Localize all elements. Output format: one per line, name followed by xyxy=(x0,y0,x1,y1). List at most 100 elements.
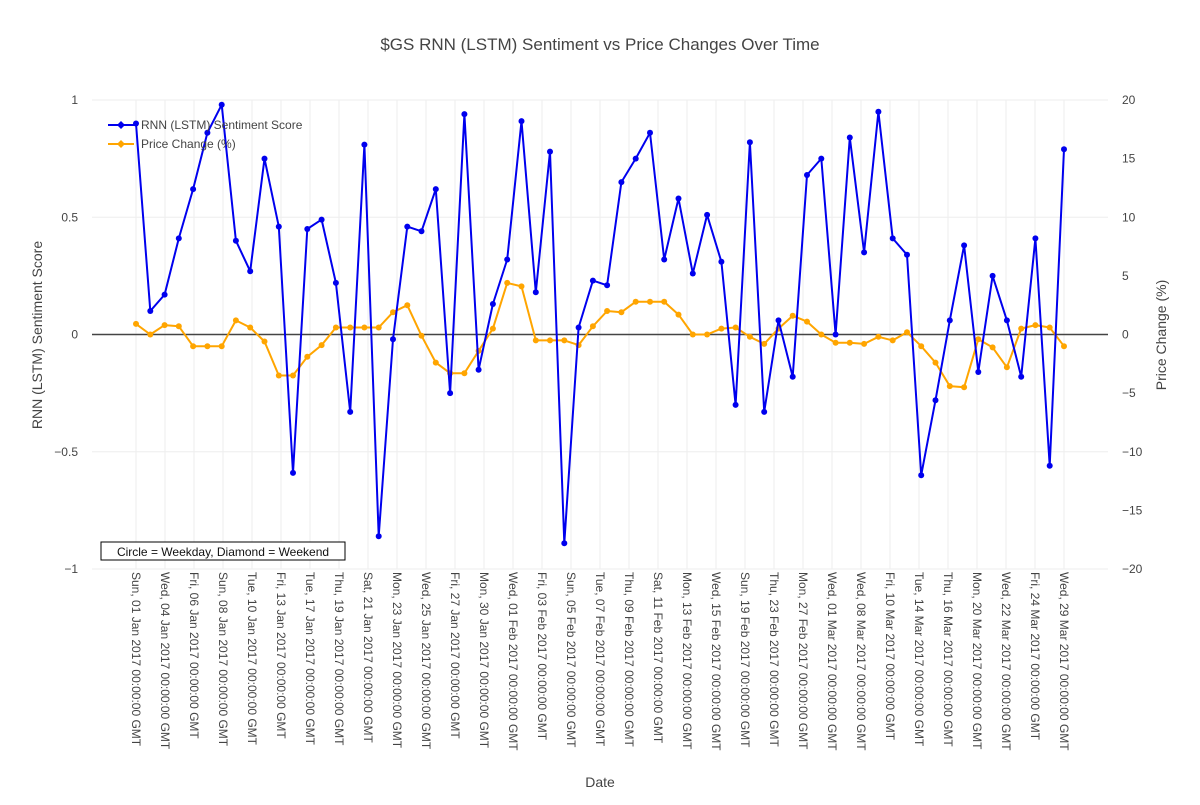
x-tick-label: Wed, 22 Mar 2017 00:00:00 GMT xyxy=(999,572,1013,751)
x-axis-label: Date xyxy=(585,774,615,790)
price-change-point xyxy=(175,323,182,330)
x-tick-label: Tue, 17 Jan 2017 00:00:00 GMT xyxy=(303,572,317,746)
sentiment-point xyxy=(775,317,782,324)
y-axis-right-label: Price Change (%) xyxy=(1153,280,1169,391)
x-tick-label: Fri, 10 Mar 2017 00:00:00 GMT xyxy=(883,572,897,741)
y-right-tick-label: 20 xyxy=(1122,93,1136,107)
sentiment-point xyxy=(133,120,139,127)
price-change-point xyxy=(290,372,296,379)
sentiment-point xyxy=(204,129,211,136)
x-tick-label: Sun, 05 Feb 2017 00:00:00 GMT xyxy=(564,572,578,748)
x-tick-label: Thu, 23 Feb 2017 00:00:00 GMT xyxy=(767,572,781,747)
price-change-point xyxy=(432,359,439,366)
price-change-point xyxy=(846,339,853,346)
y-right-tick-label: 15 xyxy=(1122,152,1136,166)
sentiment-point xyxy=(618,179,625,186)
price-change-point xyxy=(218,343,225,350)
sentiment-point xyxy=(504,256,511,263)
price-change-point xyxy=(918,343,925,350)
y-right-tick-label: −10 xyxy=(1122,445,1143,459)
annotation-text: Circle = Weekday, Diamond = Weekend xyxy=(117,545,329,559)
sentiment-point xyxy=(161,291,168,298)
price-change-point xyxy=(989,344,996,351)
price-change-point xyxy=(1061,343,1067,350)
sentiment-point xyxy=(889,235,896,242)
price-change-point xyxy=(561,337,568,344)
sentiment-point xyxy=(532,289,539,296)
y-left-tick-label: 0.5 xyxy=(61,210,78,224)
sentiment-point xyxy=(461,111,468,118)
sentiment-point xyxy=(918,472,925,479)
y-left-tick-label: 1 xyxy=(71,93,78,107)
price-change-point xyxy=(789,312,796,319)
sentiment-point xyxy=(1018,373,1025,380)
price-change-point xyxy=(504,279,511,286)
y-left-tick-label: 0 xyxy=(71,328,78,342)
sentiment-point xyxy=(961,242,968,249)
sentiment-point xyxy=(190,186,197,193)
sentiment-point xyxy=(432,186,439,193)
price-change-point xyxy=(418,332,425,339)
price-change-point xyxy=(875,333,882,340)
price-change-point xyxy=(675,311,682,318)
sentiment-point xyxy=(175,235,182,242)
grid-layer xyxy=(92,99,1108,570)
sentiment-point xyxy=(661,256,668,263)
sentiment-point xyxy=(1046,462,1053,469)
x-tick-label: Wed, 04 Jan 2017 00:00:00 GMT xyxy=(158,572,172,750)
price-change-point xyxy=(932,359,939,366)
y-axis-left-label: RNN (LSTM) Sentiment Score xyxy=(29,241,45,429)
x-tick-label: Sun, 01 Jan 2017 00:00:00 GMT xyxy=(129,572,143,747)
legend-price-marker xyxy=(117,140,125,148)
price-change-point xyxy=(889,337,896,344)
x-tick-label: Fri, 06 Jan 2017 00:00:00 GMT xyxy=(187,572,201,739)
sentiment-point xyxy=(261,155,268,162)
price-change-point xyxy=(689,331,696,338)
y-left-tick-label: −1 xyxy=(64,562,78,576)
sentiment-point xyxy=(1032,235,1039,242)
sentiment-point xyxy=(904,251,910,258)
price-change-point xyxy=(361,324,368,331)
sentiment-point xyxy=(418,228,425,235)
price-change-point xyxy=(547,337,553,344)
price-change-point xyxy=(904,329,910,336)
sentiment-point xyxy=(746,139,753,146)
series-line-sentiment xyxy=(135,103,1065,545)
y-right-tick-label: −15 xyxy=(1122,503,1143,517)
sentiment-point xyxy=(946,317,953,324)
price-change-point xyxy=(632,298,639,305)
sentiment-point xyxy=(561,540,568,547)
y-right-tick-label: −5 xyxy=(1122,386,1136,400)
x-tick-label: Sat, 11 Feb 2017 00:00:00 GMT xyxy=(651,572,665,744)
price-change-point xyxy=(832,339,839,346)
price-change-point xyxy=(133,320,139,327)
legend-price-label: Price Change (%) xyxy=(141,137,236,151)
x-tick-label: Tue, 07 Feb 2017 00:00:00 GMT xyxy=(593,572,607,747)
sentiment-point xyxy=(604,282,611,289)
x-tick-label: Thu, 09 Feb 2017 00:00:00 GMT xyxy=(622,572,636,747)
y-right-tick-label: 5 xyxy=(1122,269,1129,283)
annotation-box: Circle = Weekday, Diamond = Weekend xyxy=(100,541,346,561)
sentiment-point xyxy=(589,277,596,284)
sentiment-point xyxy=(475,366,482,373)
sentiment-point xyxy=(232,237,239,244)
price-change-point xyxy=(818,331,825,338)
x-tick-label: Mon, 13 Feb 2017 00:00:00 GMT xyxy=(680,572,694,750)
x-tick-label: Fri, 24 Mar 2017 00:00:00 GMT xyxy=(1028,572,1042,741)
x-tick-label: Wed, 01 Feb 2017 00:00:00 GMT xyxy=(506,572,520,751)
price-change-point xyxy=(961,384,968,391)
sentiment-point xyxy=(275,223,282,230)
sentiment-point xyxy=(547,148,553,155)
price-change-point xyxy=(404,302,411,309)
x-tick-label: Mon, 30 Jan 2017 00:00:00 GMT xyxy=(477,572,491,749)
legend-sentiment-label: RNN (LSTM) Sentiment Score xyxy=(141,118,303,132)
price-change-point xyxy=(147,331,154,338)
x-tick-label: Mon, 27 Feb 2017 00:00:00 GMT xyxy=(796,572,810,750)
sentiment-point xyxy=(875,108,882,115)
price-change-point xyxy=(489,325,496,332)
price-change-point xyxy=(304,353,311,360)
price-change-point xyxy=(746,333,753,340)
price-change-point xyxy=(1032,322,1039,329)
price-change-point xyxy=(618,309,625,316)
x-tick-label: Tue, 14 Mar 2017 00:00:00 GMT xyxy=(912,572,926,747)
